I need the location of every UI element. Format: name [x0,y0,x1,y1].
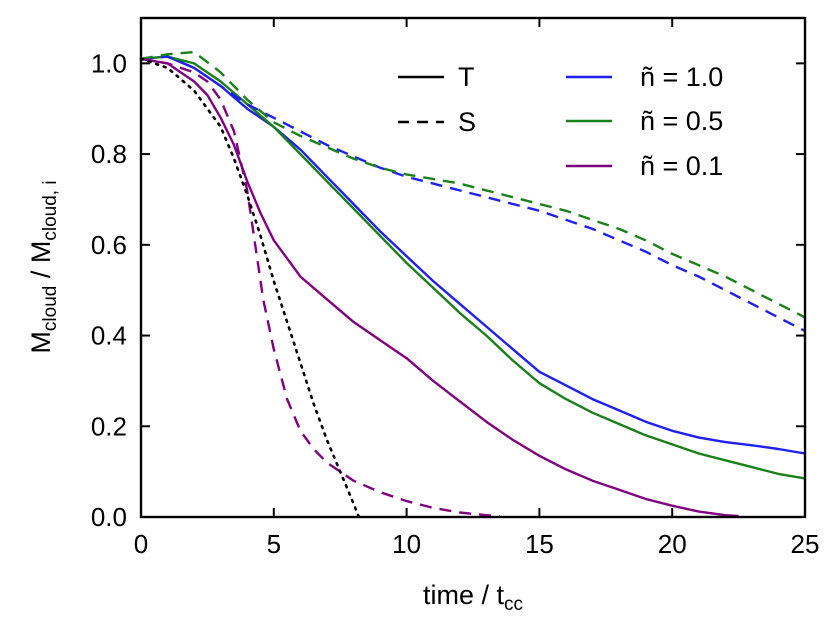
y-tick-label: 0.4 [91,321,127,351]
legend: T S ñ = 1.0 ñ = 0.5 ñ = 0.1 [398,62,723,181]
tick-layer: 0 5 10 15 20 25 0.0 0.2 0.4 0.6 0.8 1.0 [91,18,820,559]
x-tick-label: 5 [267,529,281,559]
y-tick-label: 0.8 [91,139,127,169]
legend-density-label: ñ = 1.0 [640,62,723,92]
x-tick-label: 20 [658,529,687,559]
y-tick-label: 0.2 [91,411,127,441]
series-layer [139,50,806,519]
legend-density-label: ñ = 0.5 [640,106,723,136]
series-line--1-0-s [140,55,806,333]
x-tick-label: 0 [134,529,148,559]
x-axis-title: time / tcc [423,580,523,615]
x-tick-label: 10 [392,529,421,559]
series-line--0-5-t [140,55,806,480]
legend-style-label: S [458,107,476,137]
plot-frame [139,16,807,519]
y-tick-label: 0.0 [91,502,127,532]
series-line--1-0-t [140,55,806,455]
svg-text:time / tcc: time / tcc [423,580,523,615]
series-line-reference [139,57,361,519]
series-line--0-5-s [140,50,806,319]
series-line--0-1-t [140,57,739,518]
svg-text:Mcloud / Mcloud, i: Mcloud / Mcloud, i [26,180,61,353]
legend-style-label: T [458,62,475,92]
y-tick-label: 1.0 [91,48,127,78]
y-tick-label: 0.6 [91,230,127,260]
x-tick-label: 15 [525,529,554,559]
series-line--0-1-s [140,57,500,518]
y-axis-title: Mcloud / Mcloud, i [26,180,61,353]
x-tick-label: 25 [791,529,820,559]
legend-density-label: ñ = 0.1 [640,151,723,181]
